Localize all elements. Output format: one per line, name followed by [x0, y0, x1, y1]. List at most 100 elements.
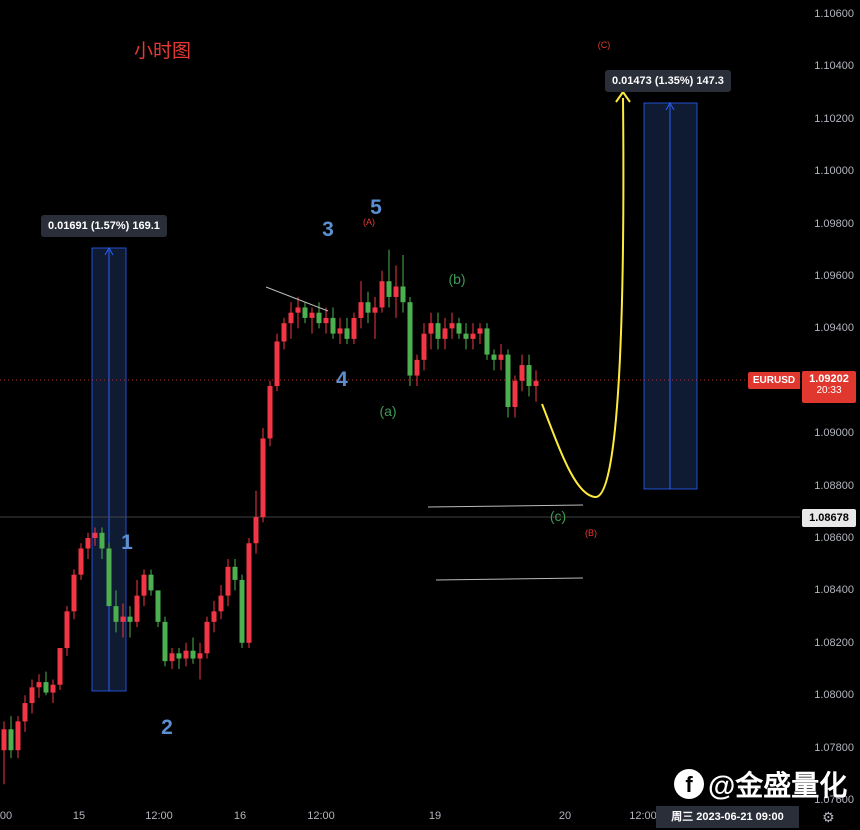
candle-body — [141, 574, 147, 596]
time-tick: 12:00 — [145, 810, 173, 822]
candle — [302, 302, 308, 324]
wave-label-A: (A) — [363, 217, 375, 227]
candle-body — [15, 721, 21, 751]
crosshair-price-tag: 1.08678 — [802, 509, 856, 527]
candle — [484, 323, 490, 360]
candle — [232, 558, 238, 591]
candle-body — [183, 650, 189, 659]
candle — [246, 538, 252, 649]
candle-body — [190, 650, 196, 659]
candle-body — [386, 281, 392, 297]
wave-label-b: (b) — [448, 271, 466, 287]
candle — [1, 721, 7, 785]
candle — [505, 349, 511, 418]
candle — [281, 317, 287, 350]
candle — [372, 296, 378, 339]
wave-label-5: 5 — [370, 196, 382, 219]
candle — [141, 569, 147, 607]
candle-body — [470, 333, 476, 339]
candle-body — [491, 354, 497, 360]
candle-body — [379, 281, 385, 308]
candle — [162, 616, 168, 667]
price-tick: 1.09600 — [814, 270, 854, 282]
candle-body — [99, 532, 105, 549]
candles-layer — [1, 249, 539, 785]
wave-label-B: (B) — [585, 528, 597, 538]
time-axis[interactable]: 00 15 12:00 16 12:00 19 20 12:00 — [0, 806, 860, 830]
candle-body — [43, 682, 49, 693]
price-tick: 1.07800 — [814, 741, 854, 754]
candle — [148, 569, 154, 596]
price-tick: 1.08400 — [814, 584, 854, 597]
candle — [239, 574, 245, 649]
price-tick: 1.08000 — [814, 689, 854, 702]
candle-body — [169, 653, 175, 662]
time-tick: 19 — [428, 810, 442, 822]
candle — [99, 527, 105, 559]
candle — [267, 380, 273, 447]
price-tick: 1.10200 — [814, 112, 854, 125]
candle — [526, 354, 532, 397]
projection-arrowhead — [615, 90, 631, 103]
candle — [379, 270, 385, 313]
candle-body — [442, 328, 448, 339]
price-tick: 1.10600 — [814, 8, 854, 20]
measure-layer — [0, 101, 800, 692]
candle — [470, 323, 476, 350]
candle — [393, 265, 399, 318]
candle — [169, 648, 175, 669]
candle-body — [302, 307, 308, 318]
candle — [176, 648, 182, 669]
price-tick: 1.09000 — [814, 427, 854, 440]
candle-body — [260, 438, 266, 518]
candle — [428, 312, 434, 350]
candle — [253, 490, 259, 554]
candle — [512, 375, 518, 418]
wave-label-1: 1 — [121, 531, 133, 554]
candle-body — [344, 328, 350, 339]
candle-body — [449, 323, 455, 329]
candle-body — [155, 590, 161, 622]
crosshair-date-tag: 周三 2023-06-21 09:00 — [656, 806, 799, 828]
candle-body — [64, 611, 70, 649]
candle — [351, 312, 357, 345]
candle-body — [246, 543, 252, 643]
settings-gear-icon[interactable]: ⚙ — [822, 809, 835, 825]
annotations-layer — [265, 90, 631, 581]
watermark-text: @金盛量化 — [708, 770, 848, 801]
candle — [421, 323, 427, 371]
candle-body — [498, 354, 504, 360]
support-line-upper — [427, 504, 584, 508]
price-tick: 1.07600 — [814, 794, 854, 806]
candle — [22, 695, 28, 732]
candle-body — [22, 703, 28, 722]
candle-body — [211, 611, 217, 622]
measure-label-left: 0.01691 (1.57%) 169.1 — [41, 215, 167, 237]
bar-countdown: 20:33 — [816, 385, 842, 396]
candle-body — [400, 286, 406, 303]
chart-title: 小时图 — [134, 41, 192, 62]
candle-body — [267, 386, 273, 439]
candle — [204, 616, 210, 659]
candle-body — [463, 333, 469, 339]
candle-body — [197, 653, 203, 659]
candle — [183, 642, 189, 667]
price-axis[interactable]: 1.10600 1.10400 1.10200 1.10000 1.09800 1.096… — [800, 0, 860, 808]
last-price-tag: 1.09202 20:33 — [802, 371, 856, 403]
candle-body — [1, 729, 7, 751]
candle-body — [505, 354, 511, 407]
facebook-icon: f — [674, 769, 704, 799]
candle — [36, 674, 42, 698]
wave-label-4: 4 — [336, 368, 348, 391]
candle — [78, 543, 84, 580]
candle — [197, 642, 203, 680]
candle-body — [8, 729, 14, 751]
candle-body — [85, 538, 91, 549]
candle-body — [358, 302, 364, 318]
candle — [50, 679, 56, 704]
candle — [218, 585, 224, 620]
time-tick: 00 — [0, 810, 13, 822]
time-tick: 12:00 — [629, 810, 657, 822]
candle — [442, 317, 448, 350]
